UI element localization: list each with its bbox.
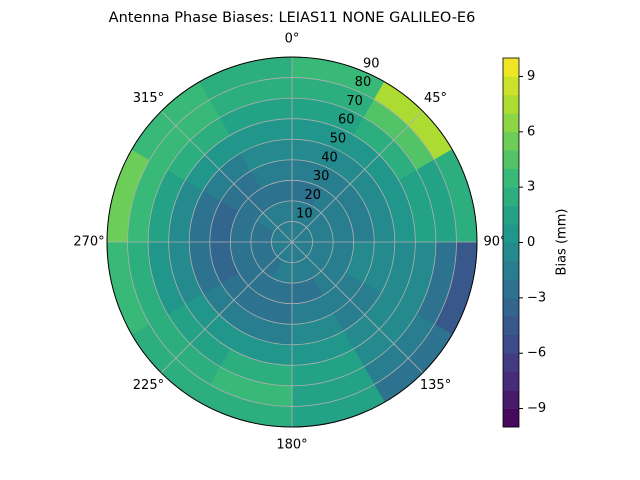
r-tick-label: 80	[355, 75, 372, 90]
grid-spoke	[160, 241, 293, 374]
theta-tick-label: 90°	[483, 235, 506, 250]
colorbar-block	[503, 390, 519, 409]
colorbar-block	[503, 150, 519, 169]
r-tick-label: 40	[321, 150, 338, 165]
colorbar-block	[503, 94, 519, 114]
theta-tick-label: 180°	[276, 438, 307, 453]
colorbar-block	[503, 187, 519, 206]
r-tick-label: 50	[330, 131, 347, 146]
colorbar-tick-label: 3	[527, 180, 535, 195]
colorbar-block	[503, 113, 519, 133]
colorbar-block	[503, 205, 519, 225]
colorbar-block	[503, 168, 519, 188]
colorbar-block	[503, 334, 519, 354]
colorbar-block	[503, 316, 519, 336]
r-tick-label: 20	[305, 188, 322, 203]
colorbar-block	[503, 76, 519, 96]
colorbar-tick-label: −9	[527, 401, 546, 416]
r-tick-label: 70	[346, 94, 363, 109]
colorbar-block	[503, 353, 519, 372]
theta-tick-label: 225°	[133, 378, 164, 393]
grid-spoke	[160, 110, 293, 243]
colorbar-block	[503, 371, 519, 391]
colorbar-block	[503, 408, 519, 428]
colorbar-block	[503, 297, 519, 317]
colorbar-tick-label: 0	[527, 235, 535, 250]
r-tick-label: 30	[313, 169, 330, 184]
colorbar-tick-label: 9	[527, 69, 535, 84]
colorbar-block	[503, 131, 519, 151]
theta-tick-label: 135°	[420, 378, 451, 393]
colorbar-tick-label: −3	[527, 290, 546, 305]
grid-spoke	[291, 110, 424, 243]
polar-frame	[106, 56, 478, 428]
colorbar-block	[503, 58, 519, 77]
colorbar-tick-label: −6	[527, 346, 546, 361]
r-tick-label: 90	[363, 56, 380, 71]
theta-tick-label: 0°	[285, 32, 300, 47]
theta-tick-label: 315°	[133, 91, 164, 106]
colorbar-block	[503, 224, 519, 243]
r-tick-label: 10	[296, 207, 313, 222]
colorbar-block	[503, 260, 519, 280]
chart-title: Antenna Phase Biases: LEIAS11 NONE GALIL…	[109, 10, 476, 26]
colorbar-block	[503, 279, 519, 299]
r-tick-label: 60	[338, 113, 355, 128]
colorbar-tick-label: 6	[527, 124, 535, 139]
theta-tick-label: 45°	[424, 91, 447, 106]
grid-spoke	[291, 241, 424, 374]
colorbar-label: Bias (mm)	[555, 209, 570, 276]
colorbar-block	[503, 242, 519, 262]
theta-tick-label: 270°	[73, 235, 104, 250]
